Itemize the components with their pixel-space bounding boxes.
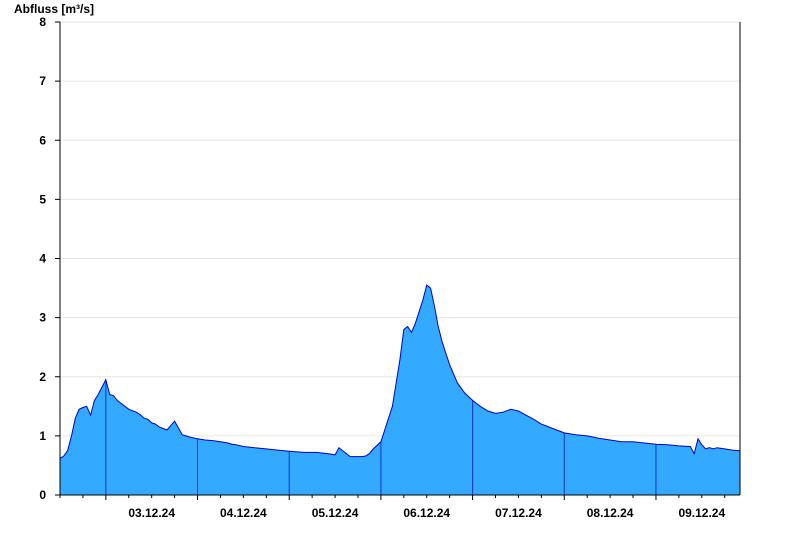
data-area xyxy=(59,284,741,495)
y-tick-label: 4 xyxy=(39,252,46,266)
y-tick-label: 8 xyxy=(39,15,46,29)
y-tick-label: 3 xyxy=(39,311,46,325)
y-tick-label: 0 xyxy=(39,488,46,502)
discharge-line xyxy=(59,284,741,459)
x-tick-labels: 03.12.24 04.12.24 05.12.24 06.12.24 07.12.24… xyxy=(128,506,725,520)
discharge-area xyxy=(60,285,740,495)
x-tick-label: 09.12.24 xyxy=(678,506,725,520)
y-tick-label: 2 xyxy=(39,370,46,384)
x-tick-label: 06.12.24 xyxy=(403,506,450,520)
x-tick-label: 03.12.24 xyxy=(128,506,175,520)
y-tick-label: 1 xyxy=(39,429,46,443)
y-tick-label: 5 xyxy=(39,192,46,206)
axes xyxy=(55,21,741,500)
y-tick-labels: 0 1 2 3 4 5 6 7 8 xyxy=(39,15,46,502)
y-axis-title: Abfluss [m³/s] xyxy=(14,2,94,16)
x-tick-label: 07.12.24 xyxy=(495,506,542,520)
x-tick-label: 08.12.24 xyxy=(587,506,634,520)
y-tick-label: 6 xyxy=(39,133,46,147)
x-tick-label: 04.12.24 xyxy=(220,506,267,520)
y-tick-label: 7 xyxy=(39,74,46,88)
grid-lines xyxy=(60,21,740,437)
x-tick-label: 05.12.24 xyxy=(312,506,359,520)
